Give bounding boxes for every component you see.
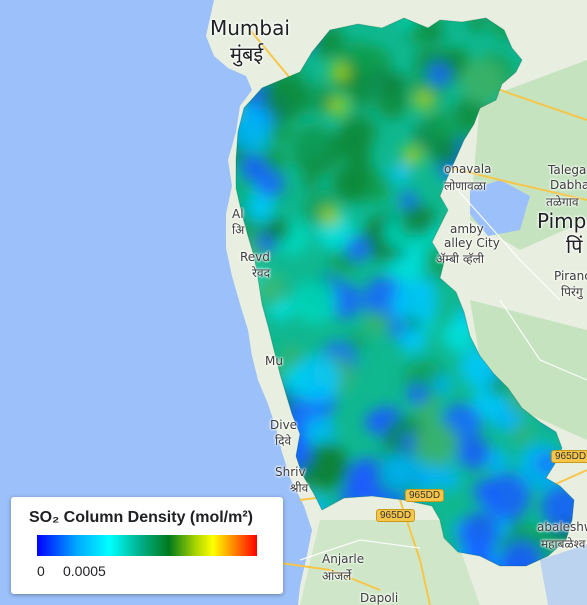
place-label-mahabaleshwar: abaleshw	[537, 520, 587, 534]
place-label-mumbai-dev: मुंबई	[230, 42, 264, 66]
legend-title: SO₂ Column Density (mol/m²)	[29, 509, 254, 526]
place-label-shriv-dev: श्रीव	[290, 481, 309, 495]
place-label-pimpri-dev: पिं	[566, 234, 583, 258]
forest-area	[300, 520, 480, 605]
place-label-murud: Mu	[265, 354, 283, 368]
place-label-shriv: Shriv	[275, 465, 306, 479]
legend-color-ramp	[37, 535, 257, 556]
place-label-dapoli: Dapoli	[360, 591, 399, 605]
road-badge: 965DD	[551, 450, 587, 463]
forest-area	[470, 300, 587, 440]
place-label-anjarle-dev: आंजर्ले	[322, 569, 352, 583]
legend-panel: SO₂ Column Density (mol/m²) 0 0.0005	[11, 497, 283, 594]
place-label-mumbai: Mumbai	[210, 16, 290, 40]
place-label-pirangut: Piranc	[554, 269, 587, 283]
place-label-valley-dev: ॲम्बी व्हॅली	[436, 252, 484, 266]
place-label-pirangut-dev: पिरंगु	[561, 285, 583, 299]
place-label-mahabaleshwar-dev: महाबळेश्व	[541, 537, 586, 551]
minor-roads	[299, 169, 587, 561]
place-label-dabhade: Dabha	[550, 178, 587, 192]
place-label-lonavala: onavala	[444, 162, 492, 176]
place-label-dive: Dive	[270, 418, 298, 432]
place-label-valley-city: alley City	[444, 236, 500, 250]
place-label-talegaon-dev: तळेगाव	[546, 195, 579, 209]
place-label-pimpri: Pimp	[537, 209, 587, 233]
place-label-anjarle: Anjarle	[322, 552, 365, 566]
legend-min-label: 0	[37, 563, 45, 579]
place-label-alibag-dev: अि	[232, 223, 245, 237]
water-body	[470, 180, 530, 236]
road-badge: 965DD	[405, 489, 445, 502]
place-label-dive-dev: दिवे	[275, 434, 292, 448]
legend-max-label: 0.0005	[63, 563, 106, 579]
place-label-talegaon: Talega	[548, 163, 587, 177]
place-label-revdanda-dev: रेवद	[252, 266, 270, 280]
place-label-alibag: Al	[232, 207, 244, 221]
road-badge: 965DD	[376, 509, 416, 522]
place-label-revdanda: Revd	[240, 250, 270, 264]
place-label-amby: amby	[450, 222, 484, 236]
place-label-lonavala-dev: लोणावळा	[444, 179, 486, 193]
water-body	[540, 544, 587, 605]
